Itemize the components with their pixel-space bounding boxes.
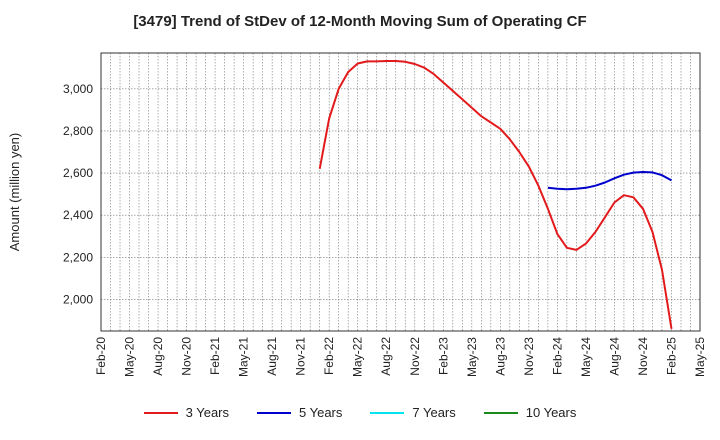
x-tick-label: Aug-22 — [379, 337, 393, 376]
legend-swatch — [370, 411, 405, 414]
legend-label: 10 Years — [525, 405, 577, 420]
x-tick-label: Feb-23 — [436, 337, 450, 375]
x-tick-label: May-24 — [579, 337, 593, 377]
y-tick-label: 2,600 — [63, 166, 93, 180]
series-line-3-years — [318, 60, 673, 330]
legend-swatch — [143, 411, 178, 414]
x-tick-label: Feb-20 — [94, 337, 108, 375]
legend-label: 7 Years — [412, 405, 456, 420]
x-tick-label: Feb-21 — [208, 337, 222, 375]
x-tick-label: Aug-21 — [265, 337, 279, 376]
x-tick-label: May-25 — [693, 337, 707, 377]
x-tick-label: May-21 — [237, 337, 251, 377]
legend-item: 7 Years — [370, 405, 456, 420]
x-tick-label: Nov-21 — [294, 337, 308, 376]
legend-swatch — [483, 411, 518, 414]
x-tick-label: Feb-25 — [664, 337, 678, 375]
x-tick-label: Aug-24 — [607, 337, 621, 376]
legend-label: 5 Years — [299, 405, 343, 420]
legend-label: 3 Years — [185, 405, 229, 420]
series-line-5-years — [547, 171, 672, 191]
y-tick-label: 2,400 — [63, 208, 93, 222]
y-tick-label: 3,000 — [63, 82, 93, 96]
x-tick-label: Nov-22 — [408, 337, 422, 376]
x-tick-label: May-20 — [123, 337, 137, 377]
legend-item: 5 Years — [257, 405, 342, 420]
x-tick-label: Aug-23 — [493, 337, 507, 376]
y-axis-title: Amount (million yen) — [7, 133, 22, 252]
chart-title: [3479] Trend of StDev of 12-Month Moving… — [133, 13, 587, 30]
x-tick-label: Nov-24 — [636, 337, 650, 376]
x-tick-label: Aug-20 — [151, 337, 165, 376]
legend: 3 Years 5 Years 7 Years 10 Years — [0, 405, 720, 420]
x-tick-label: May-23 — [465, 337, 479, 377]
legend-swatch — [257, 411, 291, 414]
plot-frame — [100, 52, 701, 332]
x-tick-label: Nov-23 — [522, 337, 536, 376]
x-tick-label: Nov-20 — [180, 337, 194, 376]
legend-item: 3 Years — [143, 405, 229, 420]
y-tick-label: 2,000 — [63, 292, 93, 306]
x-tick-label: Feb-22 — [322, 337, 336, 375]
legend-item: 10 Years — [483, 405, 577, 420]
y-tick-label: 2,200 — [63, 250, 93, 264]
x-tick-label: Feb-24 — [550, 337, 564, 375]
y-tick-label: 2,800 — [63, 124, 93, 138]
x-tick-label: May-22 — [351, 337, 365, 377]
